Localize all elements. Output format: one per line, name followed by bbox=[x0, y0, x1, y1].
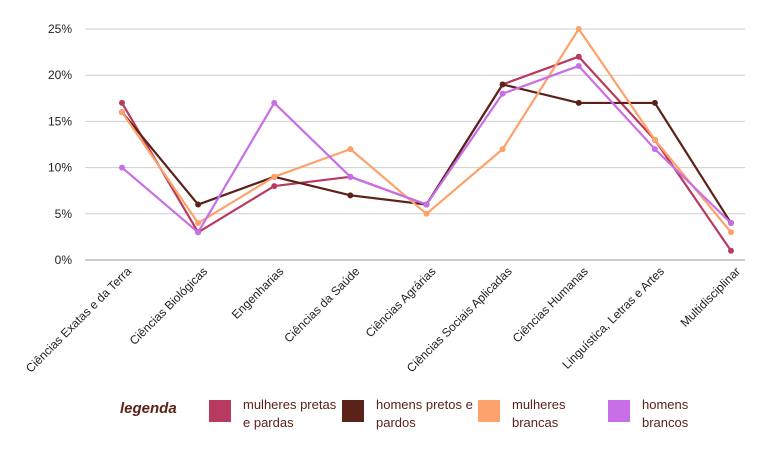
legend-label: homens pretos e pardos bbox=[376, 397, 473, 430]
x-tick-label: Ciências Humanas bbox=[510, 264, 591, 345]
y-tick-label: 0% bbox=[55, 253, 73, 267]
series-lines bbox=[121, 27, 732, 252]
y-tick-label: 10% bbox=[48, 161, 72, 175]
y-tick-label: 25% bbox=[48, 22, 72, 36]
data-point bbox=[651, 136, 658, 143]
data-point bbox=[195, 201, 202, 208]
legend-swatch bbox=[342, 400, 364, 422]
x-tick-label: Ciências Biológicas bbox=[127, 264, 210, 347]
gridlines bbox=[85, 28, 745, 261]
legend-label: mulheres brancas bbox=[512, 397, 566, 430]
data-point bbox=[271, 173, 278, 180]
data-point bbox=[575, 53, 582, 60]
y-tick-label: 15% bbox=[48, 114, 72, 128]
data-point bbox=[119, 99, 125, 106]
data-point bbox=[271, 99, 278, 106]
series-line bbox=[121, 55, 732, 252]
data-point bbox=[575, 26, 582, 32]
x-tick-label: Multidisciplinar bbox=[678, 264, 744, 330]
data-point bbox=[423, 201, 430, 208]
legend-swatch bbox=[608, 400, 630, 422]
data-point bbox=[728, 220, 734, 227]
data-point bbox=[575, 62, 582, 69]
legend-label: mulheres pretas e pardas bbox=[243, 397, 337, 430]
legend-swatch bbox=[209, 400, 231, 422]
y-tick-label: 5% bbox=[55, 207, 73, 221]
legend-item-homens-brancos: homens brancos bbox=[608, 396, 712, 432]
data-point bbox=[119, 164, 125, 171]
data-point bbox=[651, 99, 658, 106]
legend-item-homens-pretos-e-pardos: homens pretos e pardos bbox=[342, 396, 476, 432]
data-point bbox=[119, 109, 125, 116]
legend-label: homens brancos bbox=[642, 397, 689, 430]
data-point bbox=[728, 247, 734, 254]
data-point bbox=[347, 192, 354, 199]
legend-item-mulheres-brancas: mulheres brancas bbox=[478, 396, 592, 432]
series-points bbox=[119, 26, 734, 254]
y-tick-label: 20% bbox=[48, 68, 72, 82]
data-point bbox=[347, 173, 354, 180]
x-tick-label: Engenharias bbox=[229, 264, 287, 322]
x-tick-label: Ciências da Saúde bbox=[281, 264, 362, 345]
x-tick-label: Ciências Agrárias bbox=[363, 264, 439, 340]
x-tick-label: Ciências Exatas e da Terra bbox=[23, 264, 134, 375]
legend-swatch bbox=[478, 400, 500, 422]
data-point bbox=[575, 99, 582, 106]
data-point bbox=[651, 146, 658, 153]
data-point bbox=[271, 183, 278, 190]
y-axis-ticks: 0% 5% 10% 15% 20% 25% bbox=[48, 22, 72, 267]
legend-item-mulheres-pretas-e-pardas: mulheres pretas e pardas bbox=[209, 396, 343, 432]
data-point bbox=[195, 229, 202, 236]
data-point bbox=[347, 146, 354, 153]
data-point bbox=[499, 90, 506, 97]
data-point bbox=[499, 146, 506, 153]
legend: legenda mulheres pretas e pardas homens … bbox=[0, 392, 761, 442]
data-point bbox=[195, 220, 202, 227]
data-point bbox=[499, 81, 506, 88]
data-point bbox=[728, 229, 734, 236]
data-point bbox=[423, 210, 430, 217]
legend-title: legenda bbox=[120, 400, 177, 417]
